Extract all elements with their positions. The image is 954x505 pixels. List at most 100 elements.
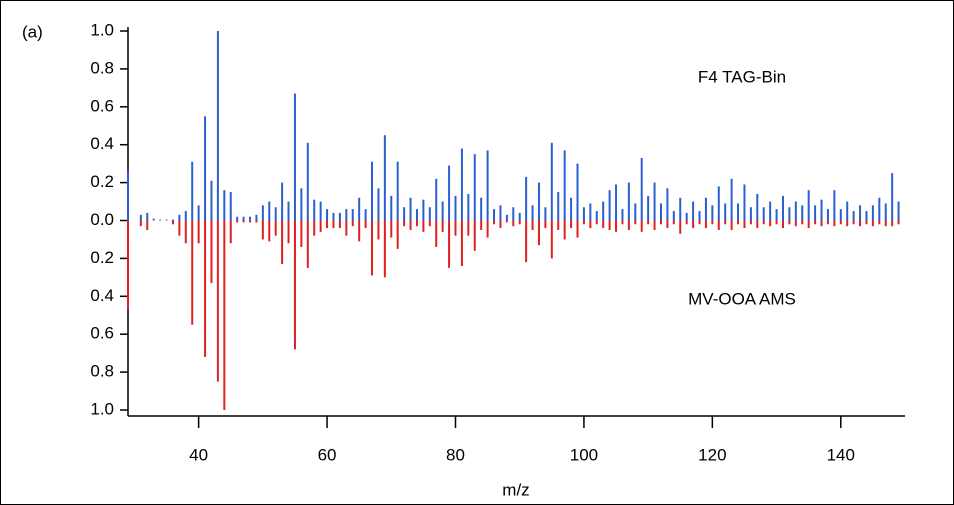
- bar: [287, 201, 290, 221]
- bar: [184, 211, 187, 221]
- bar: [441, 220, 444, 232]
- bar: [441, 201, 444, 221]
- bar: [647, 195, 650, 221]
- bar: [493, 209, 496, 221]
- bar: [223, 190, 226, 221]
- bar: [582, 207, 585, 221]
- bar: [557, 220, 560, 230]
- bar: [615, 184, 618, 221]
- bar: [326, 209, 329, 221]
- bar: [171, 220, 174, 225]
- x-tick-label: 40: [189, 445, 208, 464]
- bar: [563, 150, 566, 221]
- y-tick-label: 0.8: [90, 58, 114, 77]
- bar: [332, 212, 335, 221]
- y-tick-label: 0.6: [90, 324, 114, 343]
- bar: [781, 195, 784, 221]
- bar: [570, 197, 573, 221]
- bar: [769, 220, 772, 227]
- bar: [204, 220, 207, 357]
- bar: [403, 220, 406, 227]
- bar: [505, 220, 508, 223]
- bar: [820, 220, 823, 227]
- y-tick-label: 0.2: [90, 248, 114, 267]
- bar: [493, 220, 496, 225]
- bar: [415, 209, 418, 221]
- bar: [820, 199, 823, 221]
- bar: [762, 207, 765, 221]
- bar: [704, 197, 707, 221]
- bar: [351, 220, 354, 227]
- bar: [377, 220, 380, 240]
- bar: [351, 209, 354, 221]
- bar: [255, 220, 258, 223]
- bar: [756, 220, 759, 229]
- bar: [448, 165, 451, 221]
- bar: [794, 201, 797, 221]
- bar: [358, 197, 361, 221]
- bar: [512, 220, 515, 227]
- bar: [249, 216, 252, 221]
- series-label: F4 TAG-Bin: [698, 67, 786, 86]
- x-tick-label: 80: [446, 445, 465, 464]
- bar: [473, 220, 476, 251]
- bar: [576, 163, 579, 221]
- bar: [608, 190, 611, 221]
- bar: [679, 220, 682, 234]
- bar: [544, 207, 547, 221]
- series-label: MV-OOA AMS: [688, 289, 796, 308]
- bar: [428, 207, 431, 221]
- bar: [801, 220, 804, 225]
- bar: [505, 214, 508, 221]
- bar: [306, 220, 309, 268]
- bar: [435, 220, 438, 248]
- bar: [512, 207, 515, 221]
- bar: [846, 201, 849, 221]
- bar: [448, 220, 451, 268]
- bar: [897, 201, 900, 221]
- bar: [197, 205, 200, 221]
- bar: [826, 220, 829, 225]
- bar: [159, 219, 162, 221]
- bar: [152, 218, 155, 221]
- bar: [531, 205, 534, 221]
- bar: [595, 211, 598, 221]
- bar: [319, 220, 322, 232]
- bar: [788, 207, 791, 221]
- bar: [377, 188, 380, 221]
- bar: [557, 192, 560, 221]
- bar: [852, 211, 855, 221]
- bar: [281, 182, 284, 221]
- bar: [454, 195, 457, 221]
- y-tick-label: 0.8: [90, 362, 114, 381]
- bar: [396, 161, 399, 221]
- bar: [666, 220, 669, 229]
- bar: [268, 201, 271, 221]
- bar: [859, 220, 862, 227]
- y-tick-label: 1.0: [90, 399, 114, 418]
- bar: [807, 220, 810, 229]
- bar: [364, 220, 367, 229]
- bar: [127, 220, 129, 310]
- bar: [210, 180, 213, 221]
- bar: [422, 220, 425, 232]
- bar: [332, 220, 335, 229]
- bar: [756, 193, 759, 221]
- bar: [242, 216, 245, 221]
- bar: [313, 220, 316, 236]
- bar: [216, 220, 219, 382]
- bar: [216, 31, 219, 221]
- bar: [615, 220, 618, 232]
- bar: [544, 220, 547, 229]
- bar: [659, 220, 662, 225]
- bar: [184, 220, 187, 244]
- bar: [255, 214, 258, 221]
- bar: [281, 220, 284, 265]
- bar: [293, 93, 296, 221]
- bar: [627, 182, 630, 221]
- bar: [422, 199, 425, 221]
- bar: [814, 220, 817, 225]
- bar: [518, 220, 521, 225]
- bar: [794, 220, 797, 227]
